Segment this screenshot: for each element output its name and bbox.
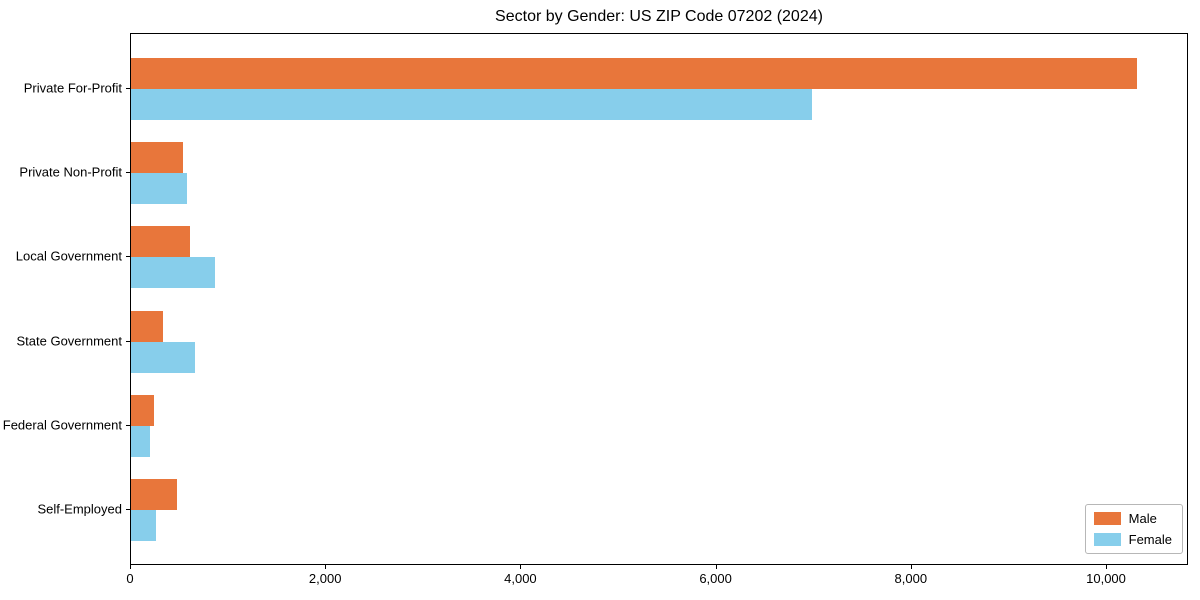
- y-tick-mark: [126, 340, 130, 342]
- bar-male-federal-government: [131, 394, 155, 426]
- legend: Male Female: [1084, 504, 1183, 554]
- bar-female-state-government: [131, 341, 196, 373]
- y-tick-mark: [126, 424, 130, 426]
- legend-entry-female: Female: [1093, 532, 1172, 547]
- legend-swatch-male: [1093, 512, 1121, 525]
- y-tick-label: Private Non-Profit: [19, 164, 122, 180]
- bar-female-private-non-profit: [131, 173, 187, 205]
- y-tick-mark: [126, 509, 130, 510]
- y-tick-label: Private For-Profit: [23, 80, 122, 96]
- x-tick-label: 4,000: [504, 571, 537, 586]
- chart-title: Sector by Gender: US ZIP Code 07202 (202…: [495, 8, 823, 25]
- y-tick-mark: [126, 256, 130, 258]
- x-tick-mark: [715, 565, 717, 569]
- x-tick-label: 0: [126, 571, 134, 586]
- bar-male-private-for-profit: [131, 58, 1138, 89]
- y-tick-label: Self-Employed: [37, 501, 122, 517]
- bar-male-state-government: [131, 310, 164, 342]
- x-tick-mark: [325, 565, 327, 569]
- bar-male-private-non-profit: [131, 142, 183, 174]
- plot-area: [130, 33, 1188, 565]
- bar-female-federal-government: [131, 425, 150, 457]
- x-tick-label: 8,000: [894, 571, 928, 586]
- x-tick-label: 6,000: [699, 571, 732, 586]
- bar-male-self-employed: [131, 479, 177, 510]
- legend-entry-male: Male: [1093, 511, 1172, 526]
- x-tick-mark: [910, 565, 912, 569]
- legend-label: Female: [1128, 532, 1172, 547]
- y-tick-mark: [126, 88, 130, 89]
- bar-male-local-government: [131, 226, 190, 258]
- y-tick-label: Federal Government: [2, 417, 122, 433]
- y-tick-mark: [126, 172, 130, 174]
- x-tick-mark: [130, 565, 131, 569]
- legend-swatch-female: [1093, 533, 1121, 546]
- x-tick-mark: [520, 565, 522, 569]
- bar-female-self-employed: [131, 510, 157, 541]
- legend-label: Male: [1128, 511, 1157, 526]
- x-tick-label: 10,000: [1086, 571, 1126, 586]
- x-tick-mark: [1106, 565, 1107, 569]
- y-tick-label: Local Government: [15, 248, 122, 264]
- bar-female-local-government: [131, 257, 215, 289]
- y-tick-label: State Government: [16, 333, 123, 349]
- bar-female-private-for-profit: [131, 89, 813, 120]
- x-tick-label: 2,000: [308, 571, 342, 586]
